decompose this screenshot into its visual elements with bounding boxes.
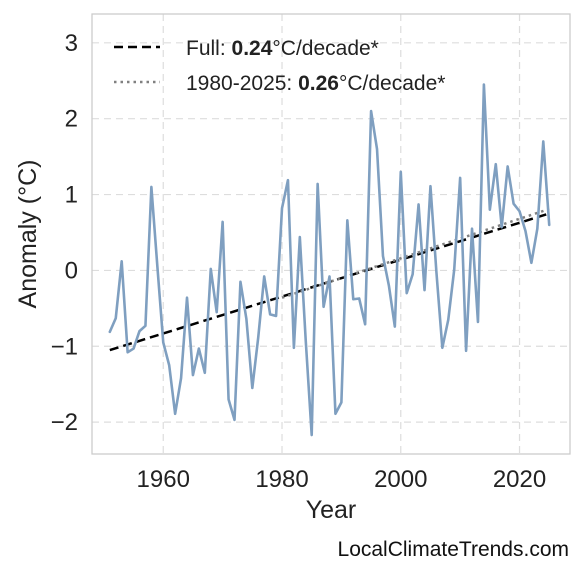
legend-full-value: 0.24	[232, 37, 273, 60]
y-tick-label: 1	[65, 182, 78, 209]
x-tick-label: 2000	[374, 466, 427, 493]
legend-1980-value: 0.26	[298, 72, 339, 95]
x-tick-label: 1960	[137, 466, 190, 493]
legend-full-prefix: Full:	[186, 37, 232, 60]
anomaly-line	[108, 83, 551, 437]
plot-frame	[91, 13, 571, 455]
y-axis-ticks: −2 −1 0 1 2 3	[51, 30, 78, 436]
legend-full-suffix: °C/decade*	[272, 37, 378, 60]
x-tick-label: 2020	[493, 466, 546, 493]
y-tick-label: 2	[65, 106, 78, 133]
y-tick-label: 0	[65, 257, 78, 284]
source-footer: LocalClimateTrends.com	[337, 538, 569, 561]
legend: Full: 0.24°C/decade* 1980-2025: 0.26°C/d…	[114, 37, 445, 95]
y-tick-label: 3	[65, 30, 78, 57]
y-axis-label: Anomaly (°C)	[14, 160, 42, 309]
x-tick-label: 1980	[255, 466, 308, 493]
y-tick-label: −2	[51, 409, 78, 436]
anomaly-series	[108, 83, 551, 437]
trend-line-1980	[281, 207, 550, 299]
legend-1980-prefix: 1980-2025:	[186, 72, 298, 95]
chart: 1960 1980 2000 2020 −2 −1 0 1 2 3 Year Anomaly (…	[14, 13, 571, 524]
legend-1980-suffix: °C/decade*	[339, 72, 445, 95]
x-axis-label: Year	[306, 496, 357, 524]
legend-label-1980: 1980-2025: 0.26°C/decade*	[186, 72, 445, 95]
y-tick-label: −1	[51, 333, 78, 360]
x-axis-ticks: 1960 1980 2000 2020	[137, 466, 547, 493]
legend-label-full: Full: 0.24°C/decade*	[186, 37, 379, 60]
